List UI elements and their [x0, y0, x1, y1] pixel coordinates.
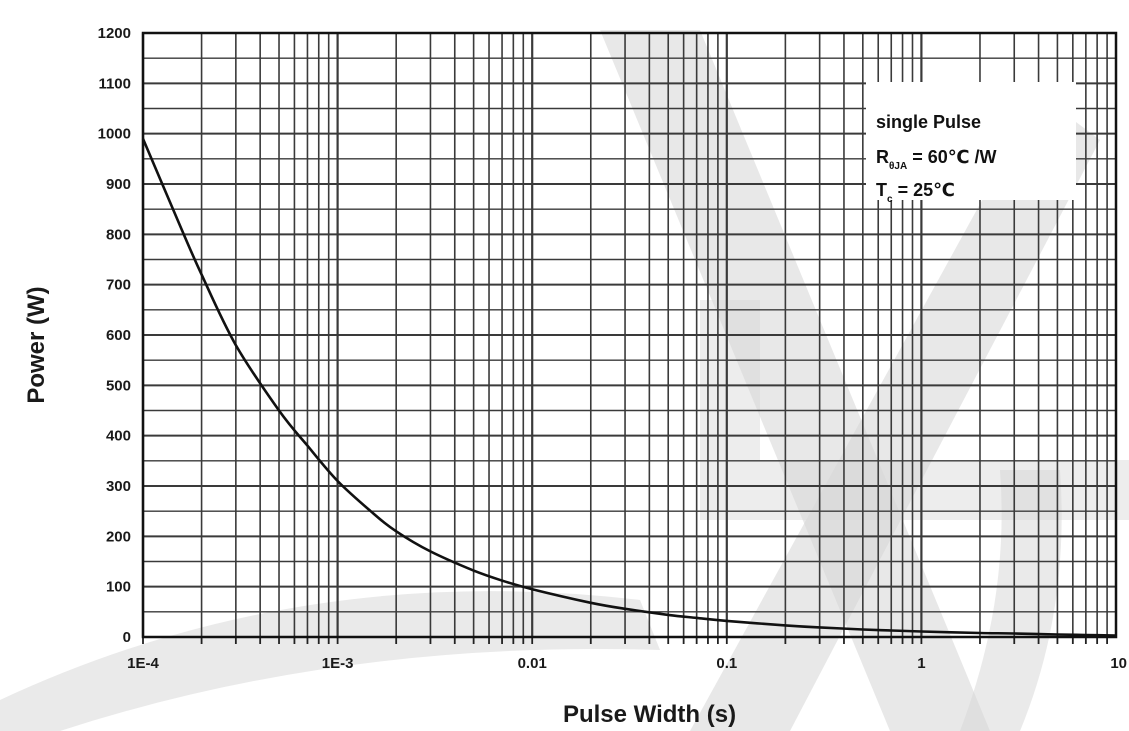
y-tick-label: 500: [106, 377, 131, 394]
annotation-box: single Pulse RθJA = 60℃ /W Tc = 25℃: [866, 82, 1076, 205]
y-tick-label: 400: [106, 428, 131, 445]
annotation-line-2: RθJA = 60℃ /W: [876, 147, 997, 172]
annotation-line-3: Tc = 25℃: [876, 180, 955, 205]
plot-frame: [141, 31, 1118, 639]
y-tick-label: 1200: [98, 25, 131, 42]
series-group: [141, 138, 1117, 637]
x-tick-label: 1E-4: [127, 655, 159, 672]
y-tick-label: 1000: [98, 126, 131, 143]
x-tick-label: 1: [917, 655, 925, 672]
watermark-stroke: [700, 300, 1129, 520]
watermark-stroke: [600, 30, 990, 731]
y-tick-label: 800: [106, 226, 131, 243]
watermark-stroke: [690, 95, 1100, 731]
y-tick-label: 0: [123, 629, 131, 646]
y-tick-label: 1100: [98, 75, 131, 92]
watermark-arc: [960, 470, 1062, 731]
y-tick-label: 200: [106, 528, 131, 545]
tick-labels: 0 100 200 300 400 500 600 700 800 900 1000 1100 1200…: [98, 25, 1127, 672]
series-line: [141, 138, 1117, 637]
x-tick-label: 10: [1110, 655, 1127, 672]
y-tick-label: 600: [106, 327, 131, 344]
watermark: [0, 30, 1129, 731]
plot-border: [141, 31, 1118, 639]
y-axis-title: Power (W): [23, 286, 50, 403]
y-tick-label: 700: [106, 277, 131, 294]
y-tick-label: 900: [106, 176, 131, 193]
y-tick-label: 100: [106, 579, 131, 596]
watermark-arc: [0, 591, 660, 731]
x-tick-label: 1E-3: [322, 655, 354, 672]
x-axis-title: Pulse Width (s): [563, 701, 736, 728]
y-tick-label: 300: [106, 478, 131, 495]
axis-titles: Pulse Width (s) Power (W): [23, 286, 736, 728]
x-tick-label: 0.1: [716, 655, 737, 672]
annotation-background: [866, 82, 1076, 200]
annotation-line-1: single Pulse: [876, 112, 981, 132]
x-tick-label: 0.01: [518, 655, 547, 672]
